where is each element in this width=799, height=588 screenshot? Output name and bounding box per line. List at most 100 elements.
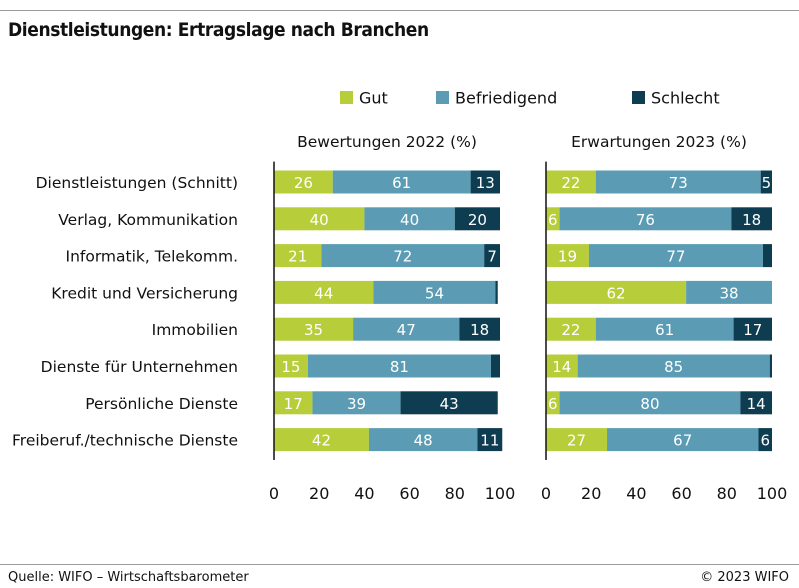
category-label: Immobilien bbox=[152, 321, 238, 339]
data-label: 35 bbox=[304, 321, 323, 339]
bar-segment-schlecht bbox=[758, 428, 772, 452]
bar-segment-schlecht bbox=[477, 428, 503, 452]
bar-segment-befriedigend bbox=[559, 207, 732, 231]
bar-segment-befriedigend bbox=[607, 428, 759, 452]
data-label: 47 bbox=[397, 321, 416, 339]
x-tick-label: 0 bbox=[269, 484, 279, 503]
category-label: Verlag, Kommunikation bbox=[58, 211, 238, 229]
x-tick-label: 80 bbox=[717, 484, 737, 503]
data-label: 22 bbox=[561, 174, 580, 192]
bar-segment-schlecht bbox=[490, 354, 500, 378]
data-label: 61 bbox=[392, 174, 411, 192]
bar-segment-gut bbox=[274, 244, 322, 268]
data-label: 62 bbox=[607, 284, 626, 302]
data-label: 61 bbox=[655, 321, 674, 339]
x-tick-label: 40 bbox=[626, 484, 646, 503]
bar-segment-gut bbox=[274, 317, 354, 341]
data-label: 18 bbox=[470, 321, 489, 339]
panel-2023-title: Erwartungen 2023 (%) bbox=[571, 133, 747, 151]
data-label: 20 bbox=[468, 211, 487, 229]
bar-segment-befriedigend bbox=[307, 354, 491, 378]
legend-swatch-schlecht bbox=[632, 91, 645, 104]
bar-segment-befriedigend bbox=[595, 317, 734, 341]
bar-segment-gut bbox=[546, 354, 578, 378]
x-tick-label: 60 bbox=[399, 484, 419, 503]
data-label: 6 bbox=[548, 211, 558, 229]
data-label: 22 bbox=[561, 321, 580, 339]
footer-rule bbox=[0, 564, 799, 565]
bar-segment-gut bbox=[546, 207, 560, 231]
bar-segment-schlecht bbox=[484, 244, 500, 268]
data-label: 39 bbox=[347, 395, 366, 413]
category-label: Informatik, Telekomm. bbox=[66, 248, 239, 266]
bar-segment-schlecht bbox=[459, 317, 500, 341]
data-label: 7 bbox=[487, 248, 497, 266]
x-tick-label: 60 bbox=[671, 484, 691, 503]
data-label: 38 bbox=[720, 284, 739, 302]
bar-segment-schlecht bbox=[495, 280, 498, 304]
data-label: 40 bbox=[310, 211, 329, 229]
bar-segment-gut bbox=[546, 317, 596, 341]
bar-segment-befriedigend bbox=[588, 244, 763, 268]
bar-segment-befriedigend bbox=[595, 170, 761, 194]
bar-segment-gut bbox=[274, 391, 313, 415]
bar-segment-gut bbox=[274, 428, 369, 452]
bar-segment-befriedigend bbox=[373, 280, 496, 304]
bar-segment-gut bbox=[274, 170, 333, 194]
bar-segment-gut bbox=[274, 207, 365, 231]
data-label: 14 bbox=[552, 358, 571, 376]
data-label: 40 bbox=[400, 211, 419, 229]
data-label: 27 bbox=[567, 432, 586, 450]
data-label: 73 bbox=[669, 174, 688, 192]
bar-segment-schlecht bbox=[454, 207, 500, 231]
data-label: 67 bbox=[673, 432, 692, 450]
category-label: Kredit und Versicherung bbox=[51, 284, 238, 302]
chart-title: Dienstleistungen: Ertragslage nach Branc… bbox=[8, 19, 429, 41]
bar-segment-befriedigend bbox=[368, 428, 478, 452]
data-label: 26 bbox=[294, 174, 313, 192]
legend-label-schlecht: Schlecht bbox=[651, 89, 720, 108]
panel-2022-title: Bewertungen 2022 (%) bbox=[297, 133, 477, 151]
x-tick-label: 20 bbox=[309, 484, 329, 503]
data-label: 76 bbox=[636, 211, 655, 229]
data-label: 6 bbox=[760, 432, 770, 450]
bar-segment-schlecht bbox=[740, 391, 772, 415]
data-label: 17 bbox=[284, 395, 303, 413]
data-label: 72 bbox=[393, 248, 412, 266]
bar-segment-gut bbox=[546, 244, 589, 268]
data-label: 13 bbox=[476, 174, 495, 192]
data-label: 11 bbox=[480, 432, 499, 450]
bar-segment-befriedigend bbox=[686, 280, 772, 304]
data-label: 77 bbox=[666, 248, 685, 266]
data-label: 48 bbox=[414, 432, 433, 450]
data-label: 19 bbox=[558, 248, 577, 266]
bar-segment-schlecht bbox=[769, 354, 772, 378]
bar-segment-gut bbox=[546, 170, 596, 194]
bar-segment-gut bbox=[274, 280, 374, 304]
data-label: 54 bbox=[425, 284, 444, 302]
source-note: Quelle: WIFO – Wirtschaftsbarometer bbox=[8, 570, 249, 585]
legend-swatch-gut bbox=[340, 91, 353, 104]
bar-segment-gut bbox=[546, 280, 687, 304]
data-label: 43 bbox=[440, 395, 459, 413]
bar-segment-befriedigend bbox=[353, 317, 460, 341]
bar-segment-befriedigend bbox=[312, 391, 401, 415]
category-label: Freiberuf./technische Dienste bbox=[12, 432, 238, 450]
bar-segment-schlecht bbox=[762, 244, 772, 268]
bar-segment-schlecht bbox=[470, 170, 500, 194]
category-label: Dienste für Unternehmen bbox=[41, 358, 238, 376]
data-label: 21 bbox=[288, 248, 307, 266]
bar-segment-schlecht bbox=[731, 207, 772, 231]
bar-segment-befriedigend bbox=[321, 244, 485, 268]
bar-segment-gut bbox=[546, 428, 608, 452]
bar-segment-befriedigend bbox=[559, 391, 741, 415]
legend-label-befriedigend: Befriedigend bbox=[455, 89, 557, 108]
chart-area: Gut Befriedigend Schlecht Dienstleistungen … bbox=[12, 89, 788, 504]
x-tick-label: 40 bbox=[354, 484, 374, 503]
x-tick-label: 100 bbox=[757, 484, 788, 503]
bar-segment-gut bbox=[546, 391, 560, 415]
legend-label-gut: Gut bbox=[359, 89, 388, 108]
bar-segment-befriedigend bbox=[332, 170, 471, 194]
data-label: 15 bbox=[281, 358, 300, 376]
legend-swatch-befriedigend bbox=[436, 91, 449, 104]
